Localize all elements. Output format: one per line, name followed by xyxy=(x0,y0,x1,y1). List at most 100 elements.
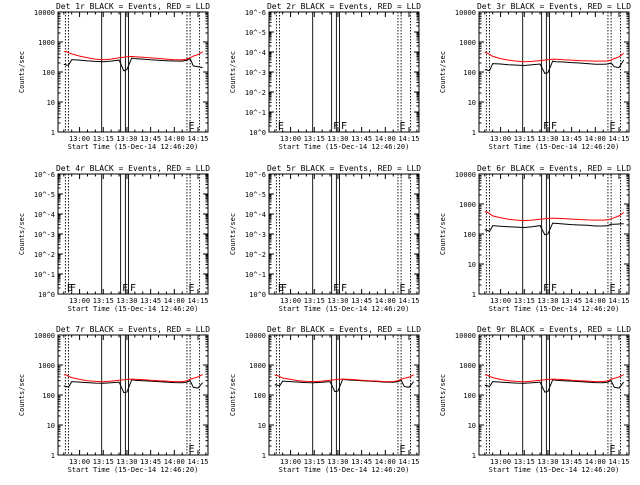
marker-label: F xyxy=(551,121,557,132)
panel-det-4: Det 4r BLACK = Events, RED = LLD 10^0 10^-… xyxy=(18,164,210,313)
marker-label: F xyxy=(341,283,347,294)
y-tick-label: 100 xyxy=(253,392,266,400)
y-tick-label: 10000 xyxy=(455,332,476,340)
x-tick-label: 13:45 xyxy=(561,135,582,143)
x-tick-label: 13:00 xyxy=(280,458,301,466)
marker-label: E xyxy=(278,283,284,294)
x-tick-label: 13:30 xyxy=(327,458,348,466)
x-tick-label: 14:15 xyxy=(187,135,208,143)
y-axis-title: Counts/sec xyxy=(18,213,26,255)
y-tick-label: 10^-2 xyxy=(34,251,55,259)
panel-det-3: Det 3r BLACK = Events, RED = LLD 1 10 100 10… xyxy=(439,2,631,151)
x-tick-label: 13:45 xyxy=(561,297,582,305)
plot-frame xyxy=(478,334,630,456)
y-axis-title: Counts/sec xyxy=(439,51,447,93)
x-tick-label: 13:45 xyxy=(351,458,372,466)
marker-label: E xyxy=(609,283,615,294)
x-tick-label: 13:15 xyxy=(304,297,325,305)
y-tick-label: 10000 xyxy=(455,9,476,17)
x-axis-title: Start Time (15-Dec-14 12:46:20) xyxy=(489,305,620,313)
y-tick-label: 10^-6 xyxy=(34,171,55,179)
series-lld xyxy=(63,51,203,61)
plot-frame xyxy=(268,11,420,133)
x-tick-label: 13:45 xyxy=(140,135,161,143)
y-tick-label: 1 xyxy=(262,452,266,460)
plot-frame xyxy=(57,11,209,133)
x-tick-label: 13:15 xyxy=(514,458,535,466)
x-tick-label: 14:15 xyxy=(398,458,419,466)
y-tick-label: 10^0 xyxy=(249,291,266,299)
y-tick-label: 10^-3 xyxy=(245,69,266,77)
marker-label: F xyxy=(130,283,136,294)
panel-det-1: Det 1r BLACK = Events, RED = LLD 1 10 100 10… xyxy=(18,2,210,151)
y-tick-label: 1 xyxy=(472,291,476,299)
y-tick-label: 10000 xyxy=(34,9,55,17)
panel-title: Det 3r BLACK = Events, RED = LLD xyxy=(477,2,631,11)
x-axis-title: Start Time (15-Dec-14 12:46:20) xyxy=(68,143,199,151)
y-tick-label: 1000 xyxy=(459,39,476,47)
y-tick-label: 1 xyxy=(472,129,476,137)
y-tick-label: 100 xyxy=(463,231,476,239)
panel-det-6: Det 6r BLACK = Events, RED = LLD 1 10 100 10… xyxy=(439,164,631,313)
x-axis-title: Start Time (15-Dec-14 12:46:20) xyxy=(68,305,199,313)
marker-label: E xyxy=(609,444,615,455)
y-tick-label: 10^-5 xyxy=(34,191,55,199)
x-tick-label: 13:45 xyxy=(351,135,372,143)
panel-det-9: Det 9r BLACK = Events, RED = LLD 1 10 100 10… xyxy=(439,325,631,474)
marker-label: E xyxy=(278,121,284,132)
x-tick-label: 13:45 xyxy=(140,297,161,305)
series-lld xyxy=(274,374,414,383)
y-tick-label: 10 xyxy=(47,422,55,430)
x-tick-label: 13:15 xyxy=(93,297,114,305)
y-tick-label: 100 xyxy=(42,69,55,77)
x-tick-label: 13:00 xyxy=(69,135,90,143)
y-tick-label: 10 xyxy=(47,99,55,107)
x-tick-label: 13:30 xyxy=(327,135,348,143)
y-tick-label: 1000 xyxy=(249,362,266,370)
panel-title: Det 2r BLACK = Events, RED = LLD xyxy=(267,2,421,11)
plot-frame xyxy=(57,173,209,295)
marker-label: E xyxy=(67,283,73,294)
x-tick-label: 14:15 xyxy=(608,297,629,305)
series-events xyxy=(63,57,203,72)
series-lld xyxy=(63,374,203,383)
x-axis-title: Start Time (15-Dec-14 12:46:20) xyxy=(279,143,410,151)
marker-label: F xyxy=(341,121,347,132)
x-tick-label: 14:00 xyxy=(585,458,606,466)
marker-label: E xyxy=(399,121,405,132)
x-tick-label: 13:00 xyxy=(69,297,90,305)
x-tick-label: 14:15 xyxy=(608,458,629,466)
x-tick-label: 13:15 xyxy=(514,135,535,143)
y-axis-title: Counts/sec xyxy=(229,213,237,255)
panel-det-8: Det 8r BLACK = Events, RED = LLD 1 10 100 10… xyxy=(229,325,421,474)
marker-label: E xyxy=(609,121,615,132)
panel-title: Det 4r BLACK = Events, RED = LLD xyxy=(56,164,210,173)
y-tick-label: 10^-5 xyxy=(245,29,266,37)
x-axis-title: Start Time (15-Dec-14 12:46:20) xyxy=(68,466,199,474)
x-tick-label: 13:45 xyxy=(140,458,161,466)
x-axis-title: Start Time (15-Dec-14 12:46:20) xyxy=(279,466,410,474)
x-tick-label: 13:00 xyxy=(490,297,511,305)
y-axis-title: Counts/sec xyxy=(229,51,237,93)
y-tick-label: 1 xyxy=(51,129,55,137)
x-tick-label: 14:00 xyxy=(164,458,185,466)
series-events xyxy=(484,222,624,236)
panel-title: Det 7r BLACK = Events, RED = LLD xyxy=(56,325,210,334)
marker-label: F xyxy=(281,283,287,294)
y-tick-label: 10^-4 xyxy=(245,211,266,219)
y-tick-label: 10 xyxy=(258,422,266,430)
x-axis-title: Start Time (15-Dec-14 12:46:20) xyxy=(489,466,620,474)
marker-label: E xyxy=(188,444,194,455)
y-tick-label: 1 xyxy=(51,452,55,460)
y-tick-label: 10^-3 xyxy=(245,231,266,239)
marker-label: E xyxy=(399,283,405,294)
x-tick-label: 13:30 xyxy=(537,458,558,466)
marker-label: F xyxy=(70,283,76,294)
y-tick-label: 10^-3 xyxy=(34,231,55,239)
x-tick-label: 14:15 xyxy=(398,297,419,305)
x-tick-label: 13:15 xyxy=(93,135,114,143)
y-tick-label: 10^-5 xyxy=(245,191,266,199)
x-tick-label: 13:30 xyxy=(116,135,137,143)
x-tick-label: 14:00 xyxy=(164,297,185,305)
